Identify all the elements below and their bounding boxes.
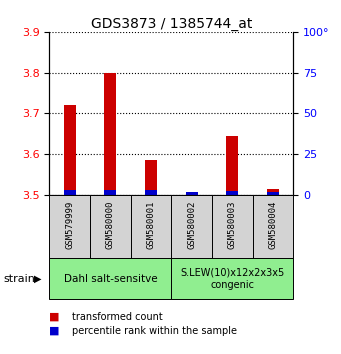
Bar (186, 194, 198, 195)
Bar (104, 190, 117, 195)
Bar (49, 195, 90, 258)
Bar (90, 195, 131, 258)
Text: Dahl salt-sensitve: Dahl salt-sensitve (63, 274, 157, 284)
Bar (131, 195, 171, 258)
Bar (145, 160, 157, 195)
Text: GSM580000: GSM580000 (106, 201, 115, 250)
Text: GSM580004: GSM580004 (268, 201, 278, 250)
Bar (145, 190, 157, 195)
Bar (253, 195, 293, 258)
Title: GDS3873 / 1385744_at: GDS3873 / 1385744_at (91, 17, 252, 31)
Text: GSM580001: GSM580001 (147, 201, 155, 250)
Text: GSM580002: GSM580002 (187, 201, 196, 250)
Text: ▶: ▶ (34, 274, 42, 284)
Bar (226, 136, 238, 195)
Bar (171, 195, 212, 258)
Text: strain: strain (3, 274, 35, 284)
Bar (186, 192, 198, 195)
Text: transformed count: transformed count (72, 312, 162, 322)
Bar (226, 191, 238, 195)
Bar (267, 192, 279, 195)
Text: ■: ■ (49, 326, 60, 336)
Bar (104, 73, 117, 195)
Text: percentile rank within the sample: percentile rank within the sample (72, 326, 237, 336)
Text: S.LEW(10)x12x2x3x5
congenic: S.LEW(10)x12x2x3x5 congenic (180, 268, 284, 290)
Bar (212, 195, 253, 258)
Bar (49, 258, 171, 299)
Bar (171, 258, 293, 299)
Bar (64, 105, 76, 195)
Text: ■: ■ (49, 312, 60, 322)
Bar (267, 189, 279, 195)
Bar (64, 190, 76, 195)
Text: GSM579999: GSM579999 (65, 201, 74, 250)
Text: GSM580003: GSM580003 (228, 201, 237, 250)
